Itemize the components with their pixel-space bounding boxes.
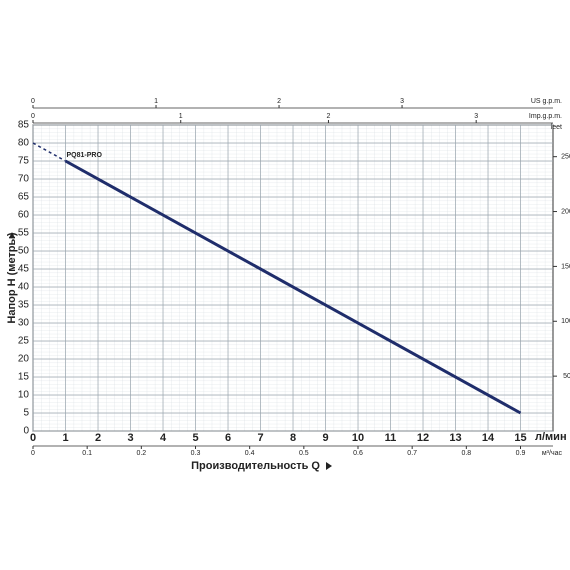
top-tick-label: 2 — [277, 98, 281, 105]
bottom2-tick-label: 0.5 — [299, 450, 309, 457]
x-axis-label: Производительность Q — [191, 460, 320, 472]
top-axis-unit: US g.p.m. — [531, 98, 562, 105]
top-axis-unit: Imp.g.p.m. — [529, 113, 562, 120]
y-tick-label: 5 — [23, 408, 29, 419]
x-tick-label: 13 — [449, 432, 461, 444]
top-tick-label: 2 — [327, 113, 331, 120]
y2-tick-label: 250 — [561, 154, 570, 161]
x-tick-label: 0 — [30, 432, 36, 444]
x-tick-label: 2 — [95, 432, 101, 444]
curve-label: PQ81-PRO — [67, 152, 103, 159]
x-tick-label: 6 — [225, 432, 231, 444]
bottom2-unit: м³/час — [542, 450, 563, 457]
x-tick-label: 15 — [514, 432, 526, 444]
y-tick-label: 35 — [18, 300, 30, 311]
bottom2-tick-label: 0.2 — [136, 450, 146, 457]
y-tick-label: 55 — [18, 228, 30, 239]
curve-segment — [32, 142, 66, 162]
arrow — [326, 462, 332, 470]
y-tick-label: 20 — [18, 354, 30, 365]
y-tick-label: 45 — [18, 264, 30, 275]
top-tick-label: 3 — [400, 98, 404, 105]
bottom2-tick-label: 0.4 — [245, 450, 255, 457]
x-tick-label: 12 — [417, 432, 429, 444]
x-tick-label: 9 — [322, 432, 328, 444]
y2-unit: feet — [550, 124, 562, 131]
y-tick-label: 60 — [18, 210, 30, 221]
y2-tick-label: 100 — [561, 318, 570, 325]
y-tick-label: 50 — [18, 246, 30, 257]
x-tick-label: 5 — [192, 432, 198, 444]
bottom2-tick-label: 0.6 — [353, 450, 363, 457]
top-tick-label: 3 — [474, 113, 478, 120]
y-tick-label: 70 — [18, 174, 30, 185]
bottom2-tick-label: 0.1 — [82, 450, 92, 457]
bottom2-tick-label: 0.8 — [461, 450, 471, 457]
x-tick-label: 11 — [385, 432, 397, 444]
y-tick-label: 40 — [18, 282, 30, 293]
bottom2-tick-label: 0 — [31, 450, 35, 457]
y-tick-label: 10 — [18, 390, 30, 401]
x-unit: л/мин — [535, 431, 567, 443]
y2-tick-label: 200 — [561, 208, 570, 215]
y2-tick-label: 150 — [561, 263, 570, 270]
bottom2-tick-label: 0.9 — [516, 450, 526, 457]
x-tick-label: 4 — [160, 432, 167, 444]
y-tick-label: 0 — [23, 426, 29, 437]
y-tick-label: 65 — [18, 192, 30, 203]
bottom2-tick-label: 0.3 — [191, 450, 201, 457]
x-tick-label: 8 — [290, 432, 296, 444]
bottom2-tick-label: 0.7 — [407, 450, 417, 457]
x-tick-label: 1 — [62, 432, 68, 444]
y-tick-label: 80 — [18, 138, 30, 149]
x-tick-label: 7 — [257, 432, 263, 444]
top-tick-label: 0 — [31, 113, 35, 120]
top-tick-label: 0 — [31, 98, 35, 105]
x-tick-label: 14 — [482, 432, 495, 444]
top-tick-label: 1 — [179, 113, 183, 120]
y-tick-label: 30 — [18, 318, 30, 329]
y-tick-label: 25 — [18, 336, 30, 347]
x-tick-label: 10 — [352, 432, 364, 444]
y-tick-label: 85 — [18, 120, 30, 131]
arrow — [9, 232, 15, 238]
y-tick-label: 15 — [18, 372, 30, 383]
x-tick-label: 3 — [127, 432, 133, 444]
y2-tick-label: 50 — [563, 373, 570, 380]
curve-segment — [64, 159, 522, 415]
y-tick-label: 75 — [18, 156, 30, 167]
top-tick-label: 1 — [154, 98, 158, 105]
y-axis-label: Напор H (метры) — [6, 232, 18, 323]
